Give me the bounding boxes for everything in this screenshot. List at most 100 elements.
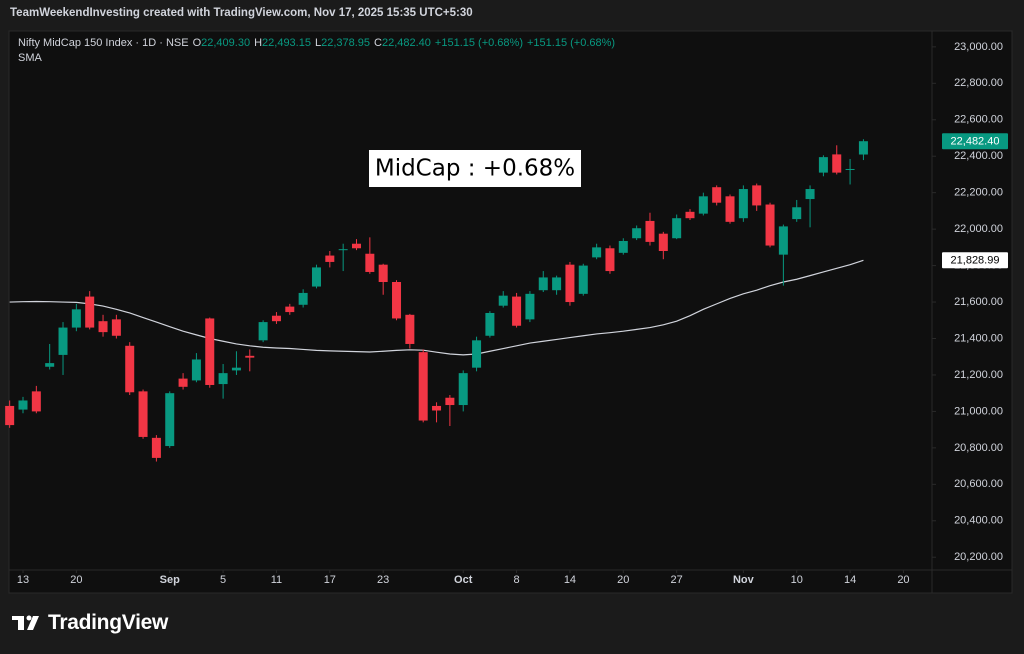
candle-body <box>125 345 135 393</box>
candle <box>98 314 108 337</box>
candle-body <box>818 157 828 173</box>
header: TeamWeekendInvesting created with Tradin… <box>10 7 473 19</box>
y-tick-label: 21,000.00 <box>954 405 1003 417</box>
x-tick-label: Oct <box>454 574 473 586</box>
candle-body <box>498 295 508 306</box>
candle-body <box>378 264 388 282</box>
candle <box>392 280 402 321</box>
candle-body <box>18 400 28 410</box>
candle <box>418 349 428 423</box>
x-tick-label: 20 <box>617 574 629 586</box>
candle-body <box>298 292 308 305</box>
candle-body <box>552 277 562 291</box>
candle-body <box>85 296 95 328</box>
candle <box>231 351 241 375</box>
candle <box>352 239 361 251</box>
candle <box>765 202 775 248</box>
change: +151.15 (+0.68%) <box>434 37 523 49</box>
candle <box>512 292 522 328</box>
candle <box>271 312 281 324</box>
y-tick-label: 20,600.00 <box>954 478 1003 490</box>
candle <box>738 185 748 222</box>
candle <box>658 231 668 260</box>
candle-body <box>392 281 402 319</box>
candle-body <box>71 309 81 328</box>
legend: Nifty MidCap 150 Index · 1D · NSE O22,409… <box>18 37 619 49</box>
candle <box>645 212 655 246</box>
price-tag <box>942 252 1008 269</box>
candle-body <box>45 363 55 367</box>
candle-body <box>418 352 428 421</box>
candle-body <box>271 315 281 322</box>
candle <box>725 194 735 224</box>
x-tick-label: 23 <box>377 574 389 586</box>
x-tick-label: 14 <box>844 574 856 586</box>
logo-part <box>18 616 24 630</box>
y-tick-label: 22,400.00 <box>954 150 1003 162</box>
candle-body <box>365 253 375 272</box>
candle <box>365 237 375 274</box>
candle-body <box>632 228 642 239</box>
y-tick-label: 20,400.00 <box>954 515 1003 527</box>
candle-body <box>31 391 41 412</box>
logo-part <box>26 615 32 621</box>
candle-body <box>618 240 628 253</box>
candle-body <box>525 293 535 320</box>
x-tick-label: 11 <box>271 574 282 586</box>
candle-body <box>538 277 548 291</box>
candle <box>698 192 708 216</box>
ohlc-key: C <box>374 37 382 49</box>
candle-body <box>352 243 361 249</box>
symbol: Nifty MidCap 150 Index · 1D · NSE <box>18 37 189 49</box>
candle-body <box>218 373 228 385</box>
y-tick-label: 22,600.00 <box>954 114 1003 126</box>
candle-body <box>832 154 842 173</box>
candle <box>445 395 455 426</box>
candle-body <box>111 319 121 336</box>
candle-body <box>5 405 15 426</box>
candle-body <box>725 196 735 222</box>
candle-body <box>338 249 348 251</box>
candle <box>552 275 562 295</box>
ohlc-value: 22,409.30 <box>201 37 251 49</box>
candle <box>258 320 268 343</box>
y-tick-label: 23,000.00 <box>954 41 1003 53</box>
candle <box>18 396 28 414</box>
y-tick-label: 21,200.00 <box>954 369 1003 381</box>
y-tick-label: 22,800.00 <box>954 77 1003 89</box>
candle <box>85 291 95 330</box>
candle <box>565 261 575 306</box>
candle-body <box>165 393 175 447</box>
candle-body <box>311 267 321 287</box>
candle <box>125 342 135 396</box>
candle <box>138 389 148 439</box>
candle <box>858 139 868 161</box>
sma-legend: SMA <box>18 52 42 64</box>
price-tag-label: 21,828.99 <box>951 255 1000 267</box>
candle-body <box>578 265 588 294</box>
candle <box>605 245 615 274</box>
candle-body <box>792 207 802 220</box>
candle-body <box>645 220 655 242</box>
candle <box>405 313 415 349</box>
candle-body <box>752 185 762 206</box>
x-tick-label: 13 <box>17 574 29 586</box>
candle <box>338 243 348 272</box>
candle <box>498 291 508 308</box>
x-tick-label: 27 <box>671 574 683 586</box>
candle <box>58 322 68 375</box>
candle <box>178 373 188 390</box>
candle-body <box>258 322 268 341</box>
candle-body <box>138 391 148 437</box>
logo-part <box>27 616 39 630</box>
ohlc-key: H <box>254 37 263 49</box>
candle <box>311 264 321 289</box>
ohlc-value: 22,378.95 <box>321 37 371 49</box>
candle <box>632 225 642 241</box>
candle-body <box>778 226 788 255</box>
candle <box>792 199 802 222</box>
candle-body <box>712 187 722 203</box>
candle-body <box>672 218 682 239</box>
y-tick-label: 20,200.00 <box>954 551 1003 563</box>
